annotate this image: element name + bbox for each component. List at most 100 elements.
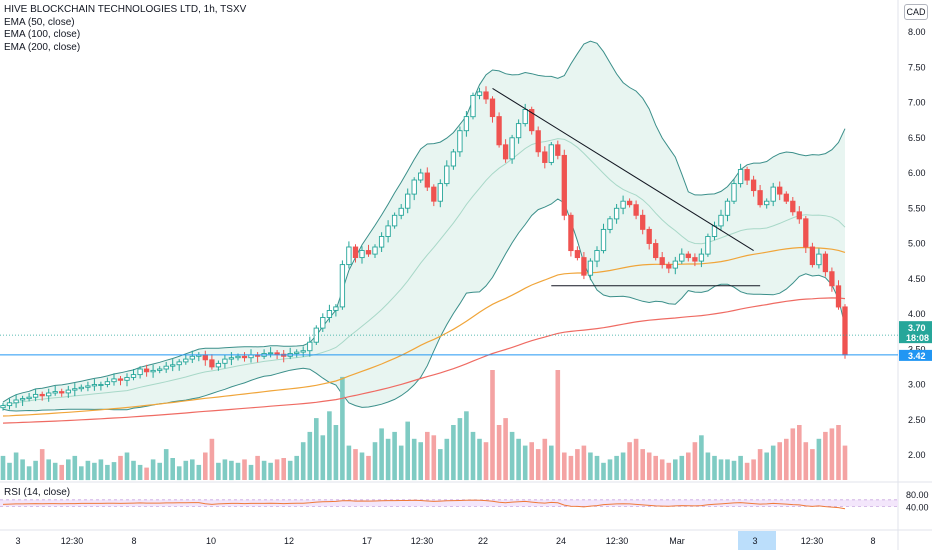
candle-body — [737, 169, 744, 185]
candle-body — [640, 214, 646, 230]
volume-bar — [477, 438, 482, 481]
volume-bar — [568, 455, 574, 480]
rsi-tick-label: 40.00 — [906, 502, 929, 512]
candle-body — [509, 137, 515, 160]
candle-body — [666, 264, 672, 269]
time-tick-label: 8 — [870, 536, 875, 546]
candle-body — [626, 200, 633, 206]
candle-body — [320, 317, 326, 329]
volume-bar — [170, 458, 175, 480]
candle-body — [307, 341, 313, 352]
symbol-title[interactable]: HIVE BLOCKCHAIN TECHNOLOGIES LTD, 1h, TS… — [4, 4, 247, 15]
volume-bar — [784, 438, 789, 481]
price-tick-label: 4.00 — [908, 309, 926, 319]
volume-bar — [601, 462, 606, 480]
volume-bar — [797, 425, 802, 480]
volume-bar — [673, 459, 678, 480]
volume-bar — [13, 452, 19, 480]
candle-body — [594, 250, 600, 262]
volume-bar — [725, 459, 730, 480]
volume-bar — [836, 425, 841, 480]
candle-body — [339, 264, 346, 308]
candle-body — [431, 186, 437, 202]
volume-bar — [470, 431, 476, 480]
volume-bar — [588, 452, 593, 480]
candle-body — [176, 361, 182, 366]
candle-body — [98, 384, 104, 386]
ema100-legend[interactable]: EMA (100, close) — [4, 29, 81, 40]
candle-body — [398, 207, 404, 216]
candle-body — [6, 402, 13, 407]
volume-bar — [0, 455, 6, 480]
volume-bar — [411, 438, 417, 481]
time-tick-label: 12 — [284, 536, 294, 546]
currency-badge[interactable]: CAD — [904, 4, 928, 20]
price-tick-label: 6.00 — [908, 168, 926, 178]
volume-bar — [333, 425, 339, 480]
candle-body — [91, 384, 98, 387]
candle-body — [835, 285, 842, 308]
volume-bar — [405, 421, 410, 480]
volume-bar — [633, 438, 639, 481]
candle-body — [359, 250, 365, 259]
volume-bar — [372, 442, 378, 480]
candle-body — [574, 250, 581, 259]
volume-bar — [59, 464, 64, 480]
volume-bar — [699, 435, 704, 480]
volume-bar — [92, 462, 97, 480]
candle-body — [163, 365, 169, 370]
candle-body — [189, 355, 195, 360]
ema200-legend[interactable]: EMA (200, close) — [4, 41, 81, 53]
volume-bar — [7, 462, 12, 480]
candle-body — [32, 393, 39, 398]
time-tick-label: 8 — [131, 536, 136, 546]
volume-bar — [46, 459, 51, 480]
candle-body — [235, 355, 241, 359]
candle-body — [731, 183, 737, 202]
candle-body — [274, 352, 280, 355]
volume-bar — [98, 459, 104, 480]
candle-body — [620, 200, 626, 209]
volume-bar — [770, 445, 776, 480]
time-tick-label: Mar — [669, 536, 685, 546]
volume-bar — [105, 464, 110, 480]
volume-bar — [444, 438, 450, 481]
volume-bar — [229, 460, 234, 481]
ema50-legend[interactable]: EMA (50, close) — [4, 16, 75, 28]
volume-bar — [516, 438, 521, 481]
trendline-resistance — [492, 87, 754, 251]
candle-body — [202, 354, 208, 361]
candle-body — [365, 250, 372, 255]
countdown-label: 18:08 — [906, 333, 929, 343]
time-tick-label: 12:30 — [411, 536, 434, 546]
candle-body — [372, 246, 378, 255]
volume-bar — [418, 442, 423, 480]
volume-bar — [823, 431, 828, 480]
candle-body — [555, 144, 561, 156]
volume-bar — [659, 459, 665, 480]
candle-body — [0, 405, 6, 409]
candle-body — [483, 91, 489, 100]
candle-body — [535, 130, 541, 153]
candle-body — [724, 200, 731, 216]
volume-bar — [425, 431, 430, 480]
volume-bar — [562, 452, 567, 480]
volume-bar — [842, 445, 848, 480]
candle-body — [685, 253, 691, 259]
rsi-line — [2, 499, 846, 510]
candle-body — [300, 350, 306, 353]
candle-body — [111, 378, 117, 383]
volume-bar — [20, 459, 25, 480]
volume-bar — [509, 431, 515, 480]
candle-body — [352, 246, 359, 259]
volume-bar — [320, 435, 326, 480]
volume-bar — [281, 458, 286, 480]
candle-body — [587, 260, 594, 276]
volume-bar — [705, 452, 711, 480]
volume-bar — [751, 459, 756, 480]
rsi-legend[interactable]: RSI (14, close) — [4, 487, 71, 498]
candle-body — [170, 364, 176, 367]
candle-body — [463, 116, 470, 132]
volume-bar — [183, 460, 189, 481]
